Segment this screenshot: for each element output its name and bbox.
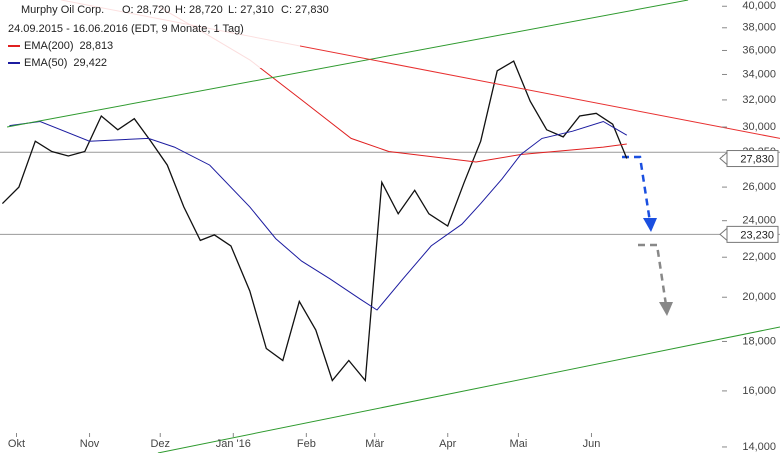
last-price-label: 27,830: [740, 153, 774, 165]
y-tick-label: 26,000: [742, 181, 776, 193]
x-tick-label: Jan '16: [216, 438, 251, 450]
blue-arrow: [622, 155, 652, 223]
legend-name: EMA(50): [24, 57, 67, 69]
y-tick-label: 20,000: [742, 291, 776, 303]
title: Murphy Oil Corp.: [21, 4, 104, 16]
x-tick-label: Mär: [365, 438, 384, 450]
y-tick-label: 22,000: [742, 251, 776, 263]
ohlc: O: 28,720: [122, 4, 170, 16]
x-tick-label: Dez: [150, 438, 170, 450]
blue-arrow-head: [643, 218, 657, 232]
y-tick-label: 24,000: [742, 215, 776, 227]
last-price-pointer: [719, 151, 728, 166]
x-tick-label: Mai: [510, 438, 528, 450]
legend-value: 28,813: [80, 40, 114, 52]
ohlc: H: 28,720: [175, 4, 223, 16]
gray-arrow: [638, 243, 668, 306]
series-line: [157, 326, 780, 453]
x-tick-label: Okt: [8, 438, 25, 450]
series-line: [9, 120, 628, 311]
x-tick-label: Nov: [80, 438, 100, 450]
series-line: [7, 0, 689, 128]
y-tick-label: 40,000: [742, 0, 776, 12]
y-tick-label: 34,000: [742, 68, 776, 80]
header-bg: [0, 0, 300, 68]
y-tick-label: 18,000: [742, 335, 776, 347]
y-tick-label: 14,000: [742, 441, 776, 453]
ohlc: L: 27,310: [228, 4, 274, 16]
y-tick-label: 16,000: [742, 385, 776, 397]
subtitle: 24.09.2015 - 16.06.2016 (EDT, 9 Monate, …: [8, 23, 244, 35]
y-tick-label: 30,000: [742, 121, 776, 133]
legend-value: 29,422: [73, 57, 107, 69]
y-tick-label: 36,000: [742, 44, 776, 56]
series-line: [1, 60, 628, 383]
y-tick-label: 38,000: [742, 22, 776, 34]
x-tick-label: Jun: [583, 438, 601, 450]
legend-name: EMA(200): [24, 40, 74, 52]
x-tick-label: Apr: [439, 438, 456, 450]
gray-arrow-head: [659, 302, 673, 316]
forecast-arrows: [622, 155, 673, 316]
ohlc: C: 27,830: [281, 4, 329, 16]
level-pointer: [719, 227, 728, 242]
level-label: 23,230: [740, 229, 774, 241]
x-tick-label: Feb: [297, 438, 316, 450]
y-tick-label: 32,000: [742, 94, 776, 106]
